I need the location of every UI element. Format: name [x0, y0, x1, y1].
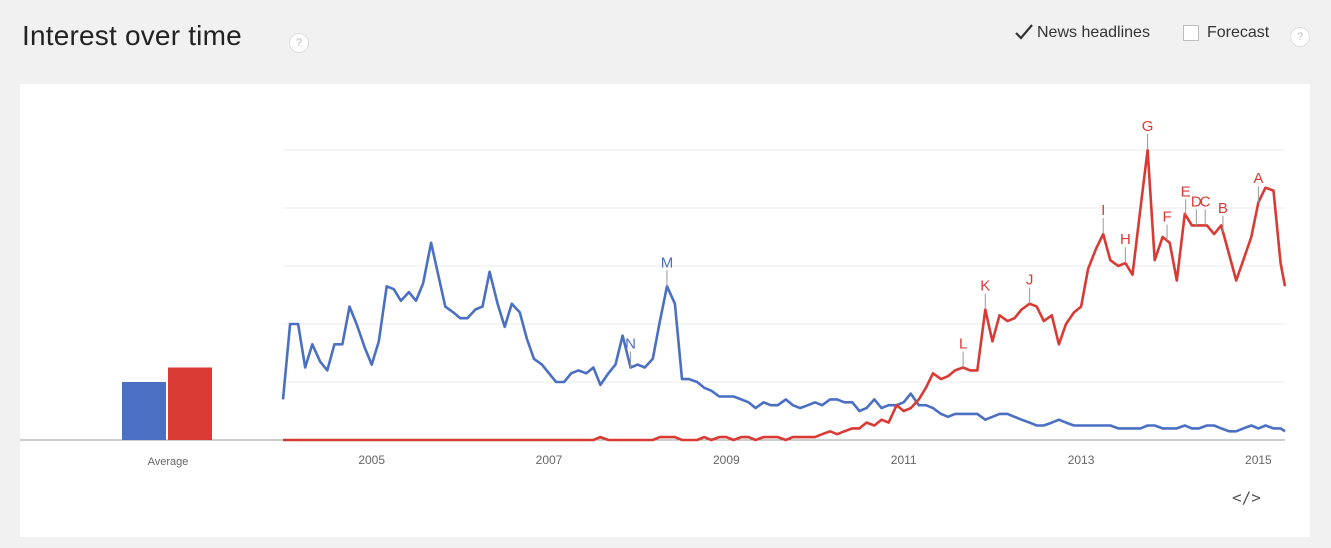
annotation-label: E — [1181, 183, 1191, 200]
forecast-label: Forecast — [1207, 24, 1270, 41]
series-line — [283, 148, 1287, 442]
news-headlines-checkbox[interactable] — [1013, 24, 1033, 41]
average-label: Average — [148, 456, 189, 468]
annotation-label: D — [1191, 193, 1202, 210]
chart-header: Interest over time ? News headlines Fore… — [0, 0, 1331, 80]
series-line — [281, 241, 1286, 433]
annotation-label: J — [1026, 272, 1034, 289]
x-tick-label: 2005 — [358, 453, 385, 467]
x-tick-label: 2015 — [1245, 453, 1272, 467]
x-tick-label: 2011 — [891, 453, 917, 467]
annotation-label: M — [661, 254, 674, 271]
annotation-label: F — [1162, 209, 1171, 226]
annotation-label: I — [1101, 202, 1105, 219]
average-bar — [168, 367, 212, 440]
news-headlines-label: News headlines — [1037, 24, 1150, 41]
annotation-label: N — [625, 336, 636, 353]
x-tick-label: 2007 — [536, 453, 563, 467]
annotation-label: L — [959, 336, 967, 353]
x-tick-label: 2013 — [1068, 453, 1095, 467]
annotation-label: B — [1218, 200, 1228, 217]
x-tick-label: 2009 — [713, 453, 740, 467]
chart-panel: 2005 2007 2009 2011 2013 2015 Average A B C D E F G H I… — [20, 84, 1310, 537]
annotation-label: K — [980, 278, 990, 295]
annotation-label: A — [1253, 170, 1263, 187]
annotation-label: H — [1120, 231, 1131, 248]
average-bar — [122, 382, 166, 440]
annotation-label: C — [1200, 193, 1211, 210]
forecast-help-icon[interactable]: ? — [1290, 27, 1310, 47]
annotation-label: G — [1142, 118, 1154, 135]
forecast-checkbox[interactable] — [1183, 25, 1199, 41]
chart-title: Interest over time — [22, 20, 242, 51]
forecast-toggle[interactable]: Forecast — [1183, 24, 1269, 42]
news-headlines-toggle[interactable]: News headlines — [1013, 24, 1150, 42]
embed-code-icon[interactable]: </> — [1232, 488, 1261, 507]
help-icon[interactable]: ? — [289, 33, 309, 53]
checkmark-icon — [1015, 24, 1033, 40]
